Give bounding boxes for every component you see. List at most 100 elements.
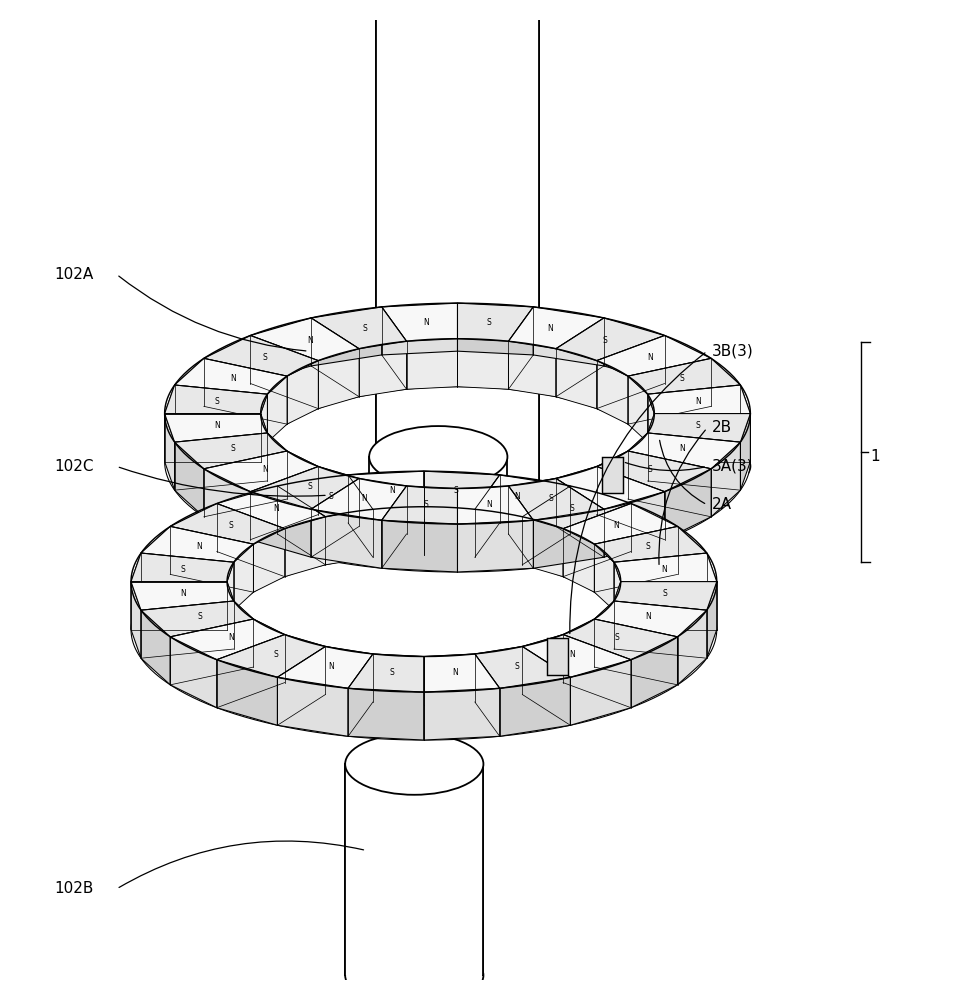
Polygon shape xyxy=(556,349,597,409)
Polygon shape xyxy=(204,451,319,492)
Polygon shape xyxy=(381,303,457,355)
Polygon shape xyxy=(594,601,614,667)
Text: S: S xyxy=(328,492,333,501)
Polygon shape xyxy=(664,469,711,540)
Ellipse shape xyxy=(345,733,483,795)
Polygon shape xyxy=(741,385,750,462)
Text: 1: 1 xyxy=(871,449,880,464)
Polygon shape xyxy=(311,509,381,568)
Text: N: N xyxy=(679,444,685,453)
Polygon shape xyxy=(406,486,457,536)
Polygon shape xyxy=(277,475,348,534)
Polygon shape xyxy=(348,688,424,740)
Text: S: S xyxy=(648,465,653,474)
Text: S: S xyxy=(215,397,220,406)
Text: N: N xyxy=(453,668,458,677)
Text: N: N xyxy=(389,486,395,495)
Text: N: N xyxy=(362,494,368,503)
Polygon shape xyxy=(457,303,534,341)
Text: N: N xyxy=(548,324,554,333)
Text: S: S xyxy=(390,668,395,677)
Polygon shape xyxy=(475,475,570,517)
Polygon shape xyxy=(475,646,570,688)
Polygon shape xyxy=(678,610,707,685)
Polygon shape xyxy=(234,544,253,610)
Polygon shape xyxy=(277,646,373,688)
Polygon shape xyxy=(170,637,217,708)
Polygon shape xyxy=(373,654,424,705)
Polygon shape xyxy=(376,0,539,481)
Polygon shape xyxy=(500,677,570,736)
Polygon shape xyxy=(500,475,570,534)
Polygon shape xyxy=(522,486,631,529)
Polygon shape xyxy=(268,376,287,442)
Text: N: N xyxy=(230,374,236,383)
Polygon shape xyxy=(277,677,348,736)
Text: N: N xyxy=(613,521,619,530)
Ellipse shape xyxy=(376,444,539,517)
Polygon shape xyxy=(614,582,716,610)
Polygon shape xyxy=(250,492,311,557)
Polygon shape xyxy=(170,504,285,544)
Polygon shape xyxy=(131,553,234,582)
Text: N: N xyxy=(486,500,492,509)
Polygon shape xyxy=(234,601,253,667)
Polygon shape xyxy=(556,467,664,509)
Polygon shape xyxy=(285,517,325,577)
Ellipse shape xyxy=(369,426,508,488)
Polygon shape xyxy=(131,582,234,610)
Text: N: N xyxy=(262,465,268,474)
Polygon shape xyxy=(141,526,170,601)
Polygon shape xyxy=(534,307,604,366)
Polygon shape xyxy=(381,303,457,341)
Text: S: S xyxy=(424,500,429,509)
Text: S: S xyxy=(646,542,651,551)
Text: S: S xyxy=(514,662,519,671)
Polygon shape xyxy=(319,349,359,409)
Polygon shape xyxy=(457,486,534,524)
Polygon shape xyxy=(424,471,500,509)
Polygon shape xyxy=(648,414,654,481)
Polygon shape xyxy=(508,478,604,520)
Text: 102A: 102A xyxy=(54,267,93,282)
Ellipse shape xyxy=(345,945,483,1000)
Text: 2A: 2A xyxy=(712,497,732,512)
Polygon shape xyxy=(424,654,475,705)
Polygon shape xyxy=(602,457,623,493)
Polygon shape xyxy=(628,433,741,469)
Polygon shape xyxy=(648,394,654,462)
Polygon shape xyxy=(141,610,170,685)
Text: N: N xyxy=(423,318,429,327)
Polygon shape xyxy=(457,303,534,355)
Text: N: N xyxy=(273,504,279,513)
Polygon shape xyxy=(165,385,174,462)
Polygon shape xyxy=(170,619,285,660)
Polygon shape xyxy=(373,507,424,557)
Text: 3A(3): 3A(3) xyxy=(712,459,754,474)
Polygon shape xyxy=(648,385,750,414)
Polygon shape xyxy=(227,582,234,649)
Polygon shape xyxy=(628,376,648,442)
Polygon shape xyxy=(534,509,604,568)
Polygon shape xyxy=(348,471,424,523)
Text: S: S xyxy=(362,324,367,333)
Polygon shape xyxy=(707,553,716,630)
Polygon shape xyxy=(204,335,319,376)
Text: S: S xyxy=(548,494,553,503)
Polygon shape xyxy=(406,339,457,389)
Polygon shape xyxy=(648,414,750,442)
Text: S: S xyxy=(197,612,202,621)
Polygon shape xyxy=(227,562,234,630)
Polygon shape xyxy=(556,467,597,526)
Polygon shape xyxy=(597,361,628,424)
Polygon shape xyxy=(359,478,406,534)
Polygon shape xyxy=(217,486,277,552)
Polygon shape xyxy=(664,335,711,406)
Polygon shape xyxy=(597,335,711,376)
Polygon shape xyxy=(457,486,508,536)
Text: S: S xyxy=(487,318,491,327)
Polygon shape xyxy=(131,553,141,630)
Polygon shape xyxy=(563,619,594,683)
Text: N: N xyxy=(647,353,653,362)
Polygon shape xyxy=(508,478,556,534)
